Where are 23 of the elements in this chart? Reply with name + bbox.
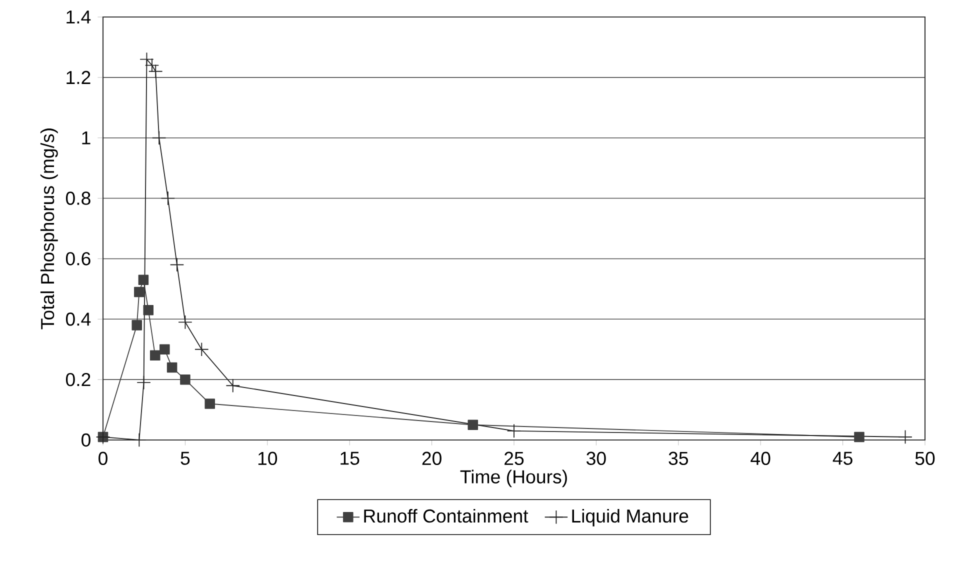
x-tick-label: 30: [586, 452, 606, 466]
y-tick-label: 0.2: [66, 372, 90, 386]
y-tick-label: 0.8: [66, 192, 90, 205]
x-tick-label: 20: [422, 452, 442, 466]
x-tick-label: 45: [832, 452, 852, 465]
legend-label: Liquid Manure: [572, 508, 688, 526]
x-tick-label: 40: [750, 452, 770, 466]
y-tick-label: 1.4: [66, 10, 91, 24]
legend-label: Runoff Containment: [364, 508, 528, 523]
x-tick-label: 25: [504, 452, 524, 466]
x-tick-label: 0: [98, 452, 108, 466]
y-tick-label: 0: [82, 433, 90, 447]
y-tick-label: 1: [82, 131, 90, 144]
x-tick-label: 15: [340, 452, 360, 465]
y-tick-label: 0.6: [66, 252, 90, 266]
y-tick-label: 0.4: [66, 312, 91, 326]
x-tick-label: 50: [915, 452, 935, 466]
y-tick-label: 1.2: [66, 70, 90, 84]
x-tick-label: 10: [258, 452, 278, 466]
x-tick-label: 5: [180, 452, 190, 465]
y-axis-title: Total Phosphorus (mg/s): [40, 128, 58, 330]
x-tick-label: 35: [668, 452, 688, 466]
x-axis-title: Time (Hours): [460, 470, 567, 488]
